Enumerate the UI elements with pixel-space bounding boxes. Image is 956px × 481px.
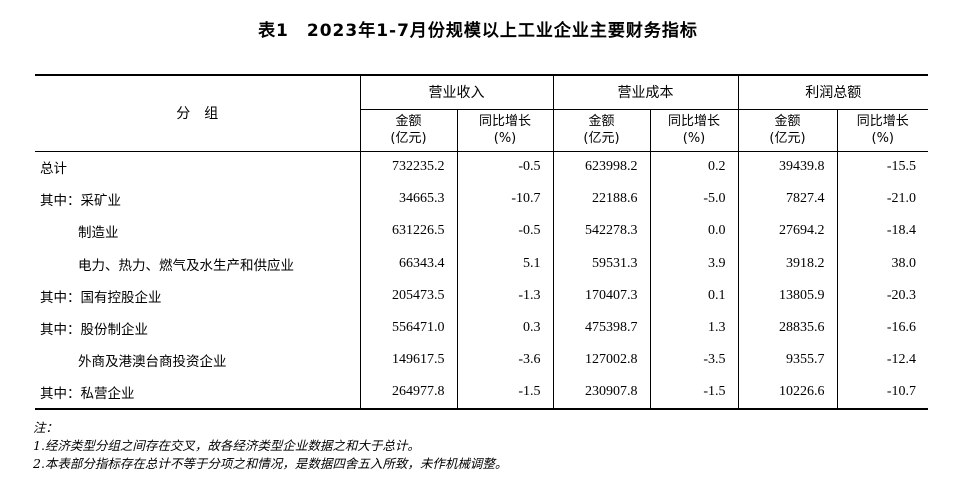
cell-revenue-growth: -0.5 — [456, 215, 553, 248]
table-container: 分 组 营业收入 营业成本 利润总额 金额 (亿元) 同比增长 (%) 金额 (亿元)… — [35, 74, 928, 410]
cell-revenue-growth: -3.6 — [456, 344, 553, 377]
header-operating-revenue: 营业收入 — [359, 75, 553, 110]
cell-cost-growth: -1.5 — [649, 376, 738, 409]
cell-cost-amount: 230907.8 — [552, 376, 650, 409]
page-title: 表1 2023年1-7月份规模以上工业企业主要财务指标 — [258, 21, 698, 41]
row-label: 总计 — [40, 161, 67, 178]
row-label: 制造业 — [78, 225, 119, 242]
cell-cost-growth: 0.0 — [649, 215, 738, 248]
subheader-line: 同比增长 — [856, 114, 909, 129]
cell-profit-growth: -20.3 — [836, 279, 928, 312]
subheader-line: (%) — [493, 131, 517, 146]
row-label: 其中：国有控股企业 — [40, 289, 162, 306]
cell-profit-growth: -15.5 — [836, 151, 928, 184]
cell-cost-amount: 22188.6 — [552, 183, 650, 216]
footnote-heading: 注： — [33, 420, 59, 435]
row-label: 其中：采矿业 — [40, 193, 121, 210]
cell-profit-growth: -10.7 — [836, 376, 928, 409]
cell-cost-amount: 475398.7 — [552, 311, 650, 345]
subheader-line: (亿元) — [390, 131, 427, 146]
row-label: 其中：私营企业 — [40, 385, 135, 402]
cell-cost-growth: 1.3 — [649, 311, 738, 345]
cell-revenue-growth: -1.5 — [456, 376, 553, 409]
footnotes: 注： 1.经济类型分组之间存在交叉，故各经济类型企业数据之和大于总计。 2.本表… — [33, 419, 507, 473]
subheader-cost-growth: 同比增长 (%) — [649, 109, 738, 152]
table-row-private: 其中：私营企业 264977.8 -1.5 230907.8 -1.5 1022… — [35, 376, 928, 409]
cell-revenue-amount: 66343.4 — [359, 247, 457, 280]
cell-cost-growth: 0.2 — [649, 151, 738, 184]
cell-cost-growth: 3.9 — [649, 247, 738, 280]
table-row-total: 总计 732235.2 -0.5 623998.2 0.2 39439.8 -1… — [35, 151, 928, 184]
subheader-profit-growth: 同比增长 (%) — [836, 109, 928, 152]
subheader-line: 金额 — [588, 114, 615, 129]
cell-revenue-growth: -0.5 — [456, 151, 553, 184]
cell-profit-growth: -18.4 — [836, 215, 928, 248]
cell-revenue-amount: 205473.5 — [359, 279, 457, 312]
cell-cost-amount: 623998.2 — [552, 151, 650, 184]
cell-revenue-growth: 0.3 — [456, 311, 553, 345]
table-row-manufacturing: 制造业 631226.5 -0.5 542278.3 0.0 27694.2 -… — [35, 215, 928, 248]
cell-profit-growth: -16.6 — [836, 311, 928, 345]
cell-revenue-amount: 34665.3 — [359, 183, 457, 216]
header-total-profit: 利润总额 — [737, 75, 928, 110]
table-row-utilities: 电力、热力、燃气及水生产和供应业 66343.4 5.1 59531.3 3.9… — [35, 247, 928, 280]
cell-revenue-amount: 264977.8 — [359, 376, 457, 409]
financial-indicators-table: 分 组 营业收入 营业成本 利润总额 金额 (亿元) 同比增长 (%) 金额 (亿元)… — [35, 74, 928, 410]
cell-revenue-amount: 631226.5 — [359, 215, 457, 248]
cell-revenue-amount: 732235.2 — [359, 151, 457, 184]
row-label: 电力、热力、燃气及水生产和供应业 — [78, 257, 294, 274]
subheader-line: (%) — [682, 131, 706, 146]
header-operating-cost: 营业成本 — [552, 75, 738, 110]
footnote-1: 1.经济类型分组之间存在交叉，故各经济类型企业数据之和大于总计。 — [33, 438, 420, 453]
subheader-revenue-amount: 金额 (亿元) — [359, 109, 457, 152]
table-row-state-holding: 其中：国有控股企业 205473.5 -1.3 170407.3 0.1 138… — [35, 279, 928, 312]
cell-profit-growth: -12.4 — [836, 344, 928, 377]
cell-profit-amount: 28835.6 — [737, 311, 837, 345]
cell-profit-amount: 39439.8 — [737, 151, 837, 184]
footnote-2: 2.本表部分指标存在总计不等于分项之和情况，是数据四舍五入所致，未作机械调整。 — [33, 456, 508, 471]
subheader-line: 金额 — [774, 114, 801, 129]
cell-cost-growth: 0.1 — [649, 279, 738, 312]
subheader-line: (亿元) — [769, 131, 806, 146]
cell-profit-amount: 9355.7 — [737, 344, 837, 377]
cell-cost-amount: 170407.3 — [552, 279, 650, 312]
subheader-line: (亿元) — [583, 131, 620, 146]
cell-profit-amount: 27694.2 — [737, 215, 837, 248]
cell-revenue-amount: 556471.0 — [359, 311, 457, 345]
table-row-mining: 其中：采矿业 34665.3 -10.7 22188.6 -5.0 7827.4… — [35, 183, 928, 216]
row-label: 其中：股份制企业 — [40, 322, 148, 339]
cell-profit-growth: -21.0 — [836, 183, 928, 216]
table-row-foreign-invested: 外商及港澳台商投资企业 149617.5 -3.6 127002.8 -3.5 … — [35, 344, 928, 377]
cell-revenue-amount: 149617.5 — [359, 344, 457, 377]
row-label: 外商及港澳台商投资企业 — [78, 354, 227, 371]
subheader-line: 同比增长 — [667, 114, 720, 129]
subheader-line: 金额 — [395, 114, 422, 129]
subheader-profit-amount: 金额 (亿元) — [737, 109, 837, 152]
cell-cost-amount: 127002.8 — [552, 344, 650, 377]
subheader-cost-amount: 金额 (亿元) — [552, 109, 650, 152]
cell-profit-amount: 7827.4 — [737, 183, 837, 216]
cell-profit-amount: 3918.2 — [737, 247, 837, 280]
subheader-revenue-growth: 同比增长 (%) — [456, 109, 553, 152]
subheader-line: 同比增长 — [478, 114, 531, 129]
subheader-line: (%) — [871, 131, 895, 146]
cell-cost-growth: -5.0 — [649, 183, 738, 216]
cell-profit-amount: 13805.9 — [737, 279, 837, 312]
header-group-column: 分 组 — [35, 75, 360, 152]
cell-revenue-growth: -1.3 — [456, 279, 553, 312]
cell-profit-amount: 10226.6 — [737, 376, 837, 409]
cell-cost-amount: 59531.3 — [552, 247, 650, 280]
cell-revenue-growth: 5.1 — [456, 247, 553, 280]
cell-cost-growth: -3.5 — [649, 344, 738, 377]
cell-profit-growth: 38.0 — [836, 247, 928, 280]
cell-revenue-growth: -10.7 — [456, 183, 553, 216]
cell-cost-amount: 542278.3 — [552, 215, 650, 248]
table-row-shareholding: 其中：股份制企业 556471.0 0.3 475398.7 1.3 28835… — [35, 311, 928, 345]
